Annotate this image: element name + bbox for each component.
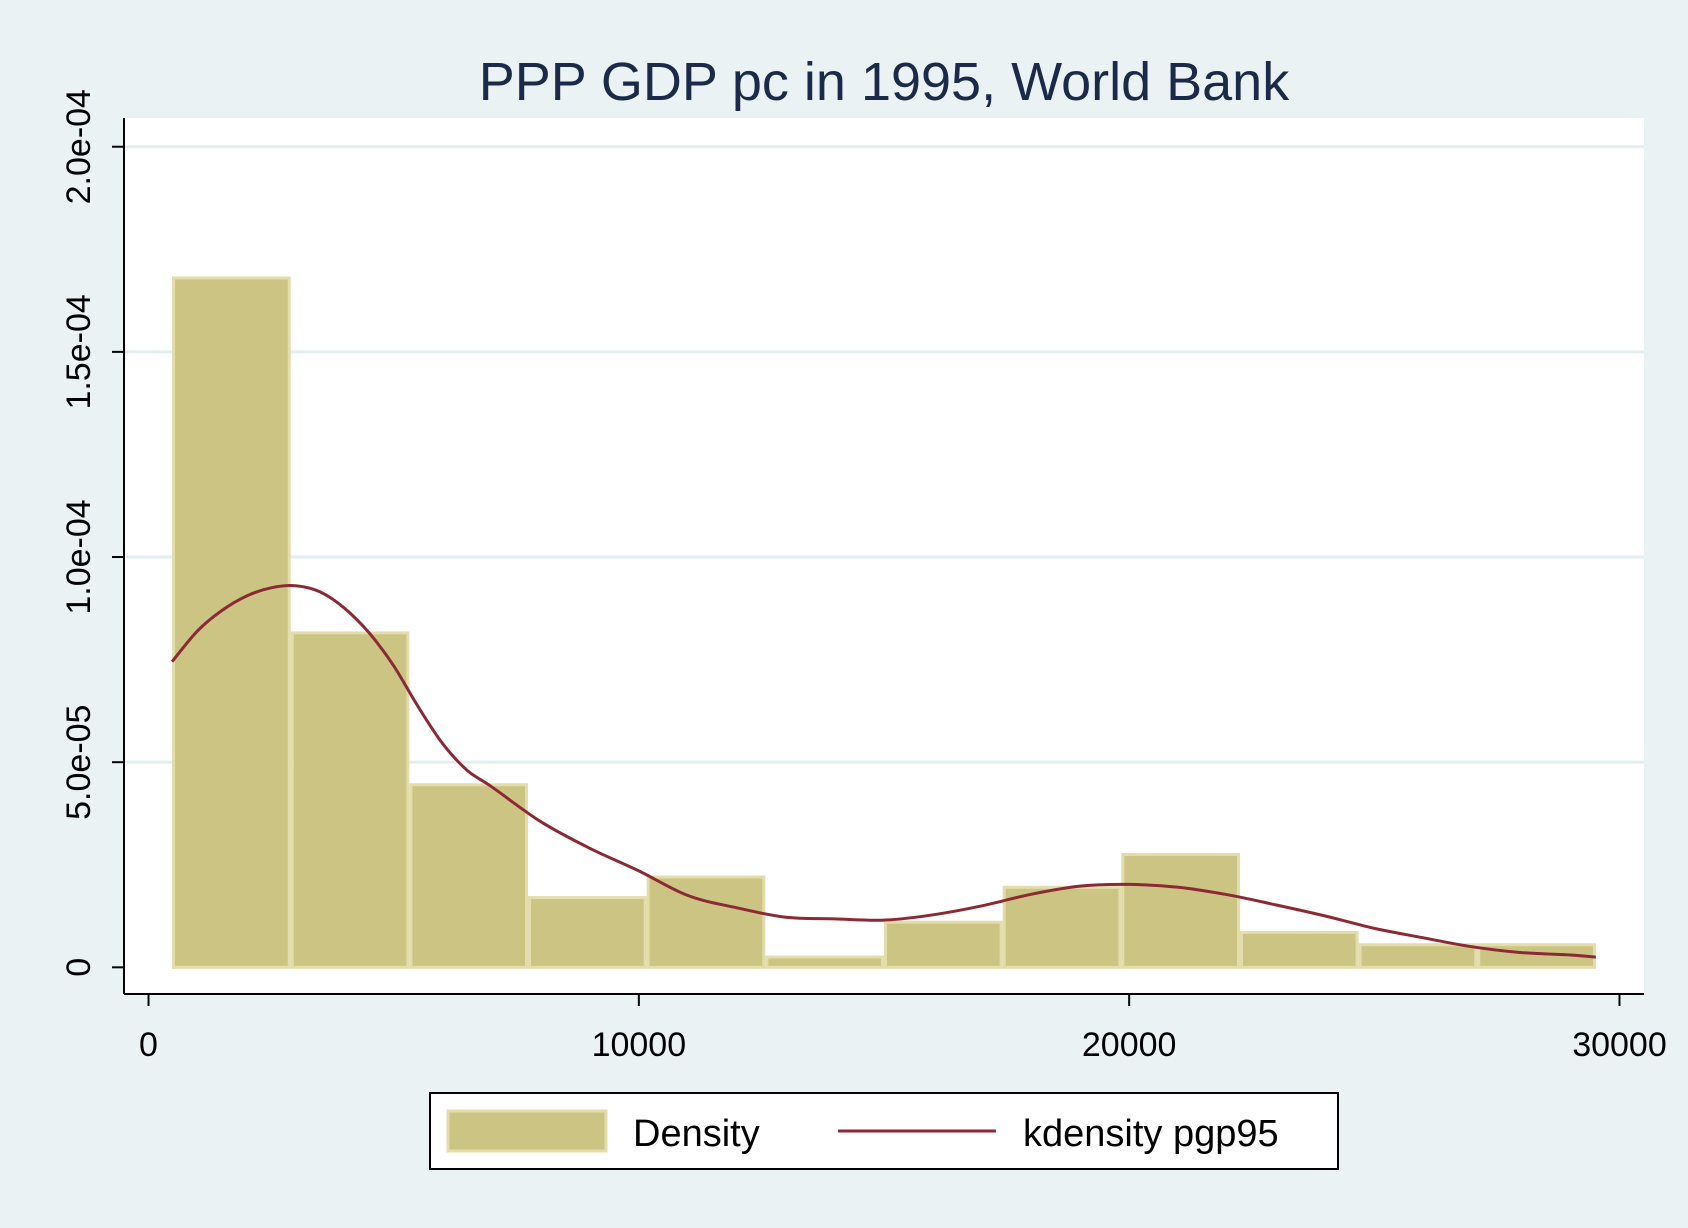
legend-density-swatch <box>446 1109 608 1153</box>
histogram-bars <box>172 276 1596 969</box>
kdensity-layer <box>170 584 1597 959</box>
histogram-bar <box>1358 943 1478 969</box>
y-tick-label: 1.5e-04 <box>60 294 98 409</box>
ticks: 0 5.0e-05 1.0e-04 1.5e-04 2.0e-04 0 10000 20000… <box>60 89 1667 1064</box>
histogram-bar <box>1239 930 1359 969</box>
y-tick-label: 0 <box>60 958 98 977</box>
legend: Density kdensity pgp95 <box>429 1092 1339 1170</box>
legend-density-label: Density <box>633 1113 760 1155</box>
x-tick-label: 20000 <box>1082 1026 1177 1064</box>
histogram-bar <box>765 955 884 969</box>
y-tick-label: 2.0e-04 <box>60 89 98 204</box>
histogram-bar <box>172 276 291 969</box>
x-tick-label: 10000 <box>592 1026 687 1064</box>
x-tick-label: 0 <box>139 1026 158 1064</box>
y-tick-label: 1.0e-04 <box>60 499 98 614</box>
axes <box>123 118 1644 995</box>
histogram-bar <box>1121 852 1240 969</box>
y-tick-label: 5.0e-05 <box>60 705 98 820</box>
histogram-bar <box>409 783 529 969</box>
histogram-bar <box>528 896 647 969</box>
histogram-bar <box>1002 885 1122 969</box>
chart-title: PPP GDP pc in 1995, World Bank <box>479 52 1290 112</box>
histogram-bar <box>884 920 1003 969</box>
legend-kdensity-label: kdensity pgp95 <box>1023 1113 1279 1155</box>
x-tick-label: 30000 <box>1572 1026 1667 1064</box>
histogram-bar <box>290 631 410 969</box>
histogram-bar <box>646 875 766 969</box>
kdensity-line <box>170 584 1597 959</box>
